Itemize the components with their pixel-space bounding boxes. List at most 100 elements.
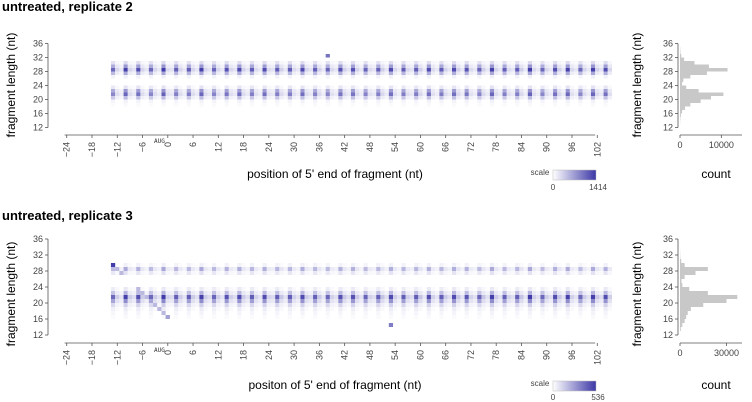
heatmap-cell (287, 61, 292, 65)
y-tick-label: 12 (33, 123, 43, 133)
heatmap-cell (506, 299, 511, 303)
heatmap-cell (115, 271, 120, 275)
heatmap-cell (477, 89, 482, 93)
histogram-y-tick-label: 32 (663, 250, 673, 260)
heatmap-cell (329, 303, 335, 307)
heatmap-cell (216, 85, 221, 89)
heatmap-cell (203, 89, 208, 93)
heatmap-cell (212, 307, 217, 311)
heatmap-cell (603, 61, 608, 65)
heatmap-cell (553, 299, 558, 303)
histogram-bar (680, 57, 685, 61)
heatmap-cell (182, 89, 187, 93)
heatmap-cell (401, 263, 406, 267)
heatmap-cell (262, 89, 267, 93)
heatmap-cell (287, 85, 292, 89)
heatmap-cell (380, 96, 385, 100)
heatmap-cell (325, 85, 330, 89)
heatmap-cell (325, 92, 330, 96)
heatmap-cell (599, 303, 604, 307)
heatmap-cell (464, 263, 469, 267)
heatmap-cell (296, 291, 301, 295)
heatmap-cell (443, 61, 448, 65)
heatmap-cell (195, 303, 200, 307)
heatmap-cell (355, 89, 360, 93)
heatmap-cell (275, 311, 280, 315)
heatmap-cell (418, 68, 423, 72)
heatmap-cell (245, 299, 250, 303)
heatmap-cell (228, 61, 234, 65)
heatmap-cell (388, 271, 394, 275)
y-tick-label: 32 (33, 53, 43, 63)
heatmap-cell (178, 263, 183, 267)
heatmap-cell (283, 271, 288, 275)
heatmap-cell (376, 61, 381, 65)
heatmap-cell (409, 299, 415, 303)
heatmap-cell (540, 267, 545, 271)
heatmap-cell (489, 89, 495, 93)
heatmap-cell (439, 103, 444, 107)
heatmap-cell (237, 61, 242, 65)
heatmap-cell (186, 295, 191, 299)
heatmap-cell (359, 92, 364, 96)
heatmap-cell (372, 295, 377, 299)
heatmap-cell (464, 103, 469, 107)
heatmap-cell (186, 291, 191, 295)
heatmap-cell (292, 267, 297, 271)
heatmap-cell (502, 99, 507, 103)
heatmap-cell (532, 287, 537, 291)
heatmap-cell (376, 263, 381, 267)
heatmap-cell (384, 92, 389, 96)
heatmap-cell (241, 291, 246, 295)
heatmap-cell (350, 61, 356, 65)
heatmap-cell (489, 64, 495, 68)
heatmap-cell (136, 263, 141, 267)
heatmap-cell (148, 96, 154, 100)
heatmap-cell (405, 68, 410, 72)
heatmap-cell (468, 89, 474, 93)
heatmap-cell (140, 96, 145, 100)
heatmap-cell (376, 307, 381, 311)
heatmap-cell (460, 68, 465, 72)
heatmap-cell (599, 85, 604, 89)
heatmap-cell (582, 303, 587, 307)
heatmap-cell (346, 71, 351, 75)
heatmap-cell (317, 85, 322, 89)
heatmap-cell (199, 303, 204, 307)
heatmap-cell (565, 71, 570, 75)
heatmap-cell (313, 303, 318, 307)
heatmap-cell (338, 287, 343, 291)
heatmap-cell (350, 99, 356, 103)
heatmap-cell (553, 68, 558, 72)
heatmap-cell (540, 103, 545, 107)
heatmap-cell (397, 96, 402, 100)
heatmap-cell (174, 99, 179, 103)
heatmap-cell (557, 287, 562, 291)
heatmap-cell (203, 267, 208, 271)
heatmap-cell (275, 291, 280, 295)
heatmap-cell (426, 315, 431, 319)
heatmap-cell (178, 307, 183, 311)
heatmap-cell (161, 103, 166, 107)
heatmap-cell (510, 96, 516, 100)
heatmap-cell (321, 64, 326, 68)
heatmap-cell (574, 271, 579, 275)
heatmap-cell (409, 287, 415, 291)
x-tick-label: 96 (567, 350, 577, 360)
heatmap-cell (245, 89, 250, 93)
heatmap-cell (565, 307, 570, 311)
heatmap-cell (473, 61, 478, 65)
heatmap-cell (199, 75, 204, 79)
heatmap-cell (110, 75, 116, 79)
heatmap-cell (224, 61, 229, 65)
heatmap-cell (569, 68, 575, 72)
heatmap-cell (565, 92, 570, 96)
heatmap-cell (515, 71, 520, 75)
heatmap-cell (439, 267, 444, 271)
heatmap-cell (443, 96, 448, 100)
heatmap-cell (140, 295, 145, 299)
histogram-y-tick-label: 28 (663, 266, 673, 276)
heatmap-cell (148, 68, 154, 72)
heatmap-cell (279, 71, 284, 75)
heatmap-cell (519, 263, 524, 267)
